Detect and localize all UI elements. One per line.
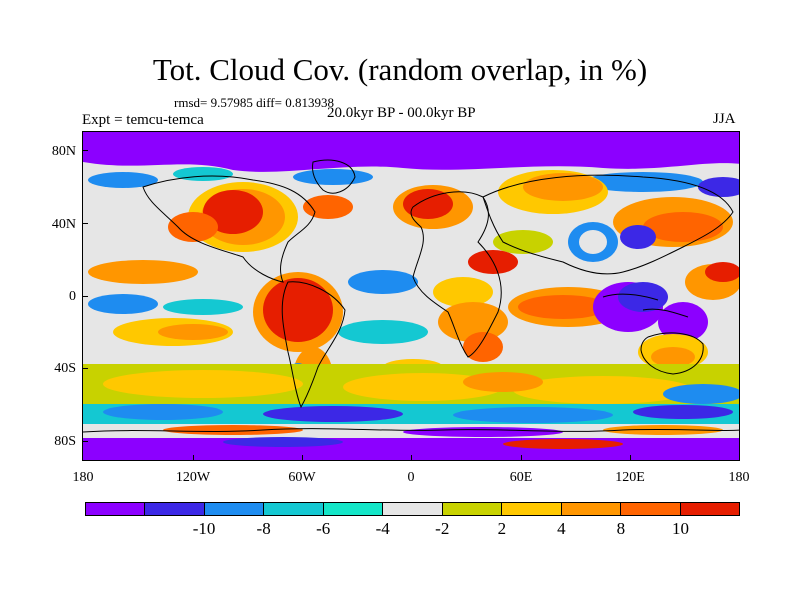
season-label: JJA <box>713 111 736 127</box>
colorbar-box <box>86 503 146 515</box>
lon-tick <box>193 455 194 461</box>
colorbar-box <box>442 503 503 515</box>
lat-label-80n: 80N <box>51 144 76 159</box>
cloud-cover-difference-map <box>82 131 740 461</box>
lat-tick <box>82 441 88 442</box>
lat-tick <box>82 296 88 297</box>
colorbar-label: 10 <box>671 519 689 538</box>
lon-tick <box>630 455 631 461</box>
colorbar-label: -8 <box>256 519 271 538</box>
plot-title: Tot. Cloud Cov. (random overlap, in %) <box>152 52 648 87</box>
europe-africa-coast <box>410 191 502 358</box>
colorbar <box>85 502 740 516</box>
lon-label-0: 0 <box>407 470 415 485</box>
lat-label-40s: 40S <box>54 361 76 376</box>
australia-coast <box>640 332 704 375</box>
colorbar-box <box>383 503 443 515</box>
south-america-coast <box>281 281 346 409</box>
asia-coast <box>482 174 734 275</box>
rmsd-diff-stats: rmsd= 9.57985 diff= 0.813938 <box>174 95 334 110</box>
colorbar-label: 4 <box>557 519 566 538</box>
lat-tick <box>82 150 88 151</box>
colorbar-box <box>264 503 324 515</box>
lon-tick <box>302 455 303 461</box>
lat-label-0: 0 <box>69 289 76 304</box>
north-america-coast <box>142 175 316 283</box>
lat-label-40n: 40N <box>51 217 76 232</box>
lon-label-120e: 120E <box>615 470 645 485</box>
colorbar-label: -6 <box>316 519 331 538</box>
lon-tick <box>521 455 522 461</box>
greenland-coast <box>312 159 356 194</box>
antarctica-coast <box>83 428 739 433</box>
indonesia-coast <box>602 293 689 318</box>
lat-label-80s: 80S <box>54 434 76 449</box>
lon-label-120w: 120W <box>175 470 211 485</box>
colorbar-label: -2 <box>435 519 450 538</box>
colorbar-label: -10 <box>192 519 216 538</box>
lon-label-180w: 180 <box>72 470 94 485</box>
colorbar-box <box>621 503 681 515</box>
colorbar-box <box>323 503 384 515</box>
colorbar-label: 8 <box>616 519 626 538</box>
colorbar-box <box>502 503 562 515</box>
lon-label-60w: 60W <box>288 470 316 485</box>
lat-tick <box>82 368 88 369</box>
lat-tick <box>82 223 88 224</box>
lon-tick <box>411 455 412 461</box>
experiment-label: Expt = temcu-temca <box>82 112 204 128</box>
colorbar-label: 2 <box>497 519 507 538</box>
colorbar-box <box>204 503 265 515</box>
coastlines <box>83 159 739 433</box>
lon-label-60e: 60E <box>509 470 533 485</box>
period-label: 20.0kyr BP - 00.0kyr BP <box>327 105 476 121</box>
colorbar-label: -4 <box>375 519 390 538</box>
colorbar-box <box>145 503 205 515</box>
lon-label-180e: 180 <box>728 470 750 485</box>
colorbar-box <box>561 503 622 515</box>
colorbar-box <box>680 503 739 515</box>
